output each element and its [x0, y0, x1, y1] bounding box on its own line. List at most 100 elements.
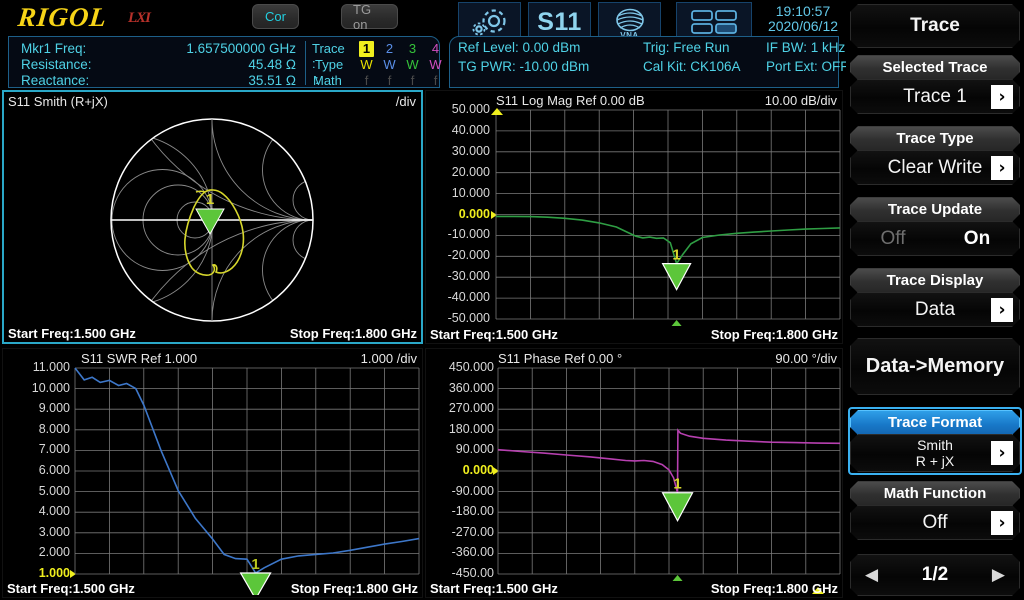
smith-stop-freq: Stop Freq:1.800 GHz	[289, 326, 417, 341]
trace-update-toggle[interactable]: Off On	[850, 221, 1020, 256]
trace-format-button[interactable]: Smith R + jX ›	[850, 434, 1020, 472]
smith-chart-panel[interactable]: S11 Smith (R+jX) /div	[2, 90, 423, 344]
svg-text:1: 1	[206, 191, 214, 208]
swr-ytick-5: 6.000	[38, 463, 70, 477]
logmag-ytick-6: -10.000	[447, 227, 490, 242]
rigol-logo: RIGOL	[16, 2, 109, 32]
setup-gear-icon-button[interactable]	[458, 2, 521, 42]
trace-type-button[interactable]: Clear Write ›	[850, 150, 1020, 185]
setup-gear-icon	[472, 9, 506, 36]
trace-update-off-option[interactable]: Off	[880, 227, 906, 249]
trigger-text: Trig: Free Run	[643, 40, 730, 55]
marker-resistance-label: Resistance:	[21, 57, 92, 72]
swr-ytick-9: 2.000	[38, 545, 70, 560]
logmag-ytick-5: 0.000	[458, 206, 490, 221]
trace-number-1[interactable]: 1	[362, 41, 371, 56]
trace-number-4[interactable]: 4	[431, 41, 440, 56]
phase-chart-panel[interactable]: S11 Phase Ref 0.00 ° 90.00 °/div 450.000…	[425, 348, 843, 598]
phase-ytick-8: -270.00	[451, 524, 494, 539]
swr-marker-triangle[interactable]	[239, 572, 272, 595]
chevron-right-icon[interactable]: ›	[991, 441, 1013, 465]
smith-div-label: /div	[395, 94, 416, 109]
trace-format-value: Smith R + jX	[851, 435, 1019, 471]
swr-ytick-6: 5.000	[38, 483, 70, 498]
phase-ytick-2: 270.000	[448, 401, 494, 416]
marker-freq-value: 1.657500000 GHz	[186, 41, 296, 56]
phase-ytick-4: 90.000	[455, 442, 494, 457]
soft-key-menu: Trace Selected Trace Trace 1 › Trace Typ…	[846, 0, 1024, 600]
clock-time: 19:10:57	[775, 3, 831, 19]
logmag-chart-graphic: 1	[491, 108, 841, 326]
phase-ref-marker	[493, 467, 499, 475]
ifbw-text: IF BW: 1 kHz	[766, 40, 846, 55]
vna-mode-button[interactable]: VNA	[598, 2, 661, 42]
data-to-memory-button[interactable]: Data->Memory	[850, 338, 1020, 395]
marker-resistance-value: 45.48 Ω	[248, 57, 296, 72]
layout-grid-icon	[691, 10, 737, 34]
trace-update-header: Trace Update	[850, 197, 1020, 222]
swr-div-label: 1.000 /div	[360, 351, 417, 366]
chevron-right-icon[interactable]: ›	[991, 298, 1013, 322]
logmag-marker-triangle[interactable]	[661, 263, 692, 291]
menu-title: Trace	[850, 4, 1020, 48]
selected-trace-button[interactable]: Trace 1 ›	[850, 79, 1020, 114]
trace-display-value: Data	[914, 298, 956, 320]
trace-number-3[interactable]: 3	[408, 41, 417, 56]
pager-prev-icon[interactable]: ◀	[865, 565, 879, 584]
info-divider	[305, 41, 306, 85]
logmag-stop-freq: Stop Freq:1.800 GHz	[710, 327, 838, 342]
trace-type-3: W	[406, 57, 419, 72]
swr-ytick-8: 3.000	[38, 524, 70, 539]
selected-trace-header: Selected Trace	[850, 55, 1020, 80]
tg-status-button[interactable]: TG on	[341, 2, 398, 32]
pager-next-icon[interactable]: ▶	[991, 565, 1005, 584]
swr-chart-panel[interactable]: S11 SWR Ref 1.000 1.000 /div 11.000 10.00…	[2, 348, 423, 598]
trace-type-header: Trace Type	[850, 126, 1020, 151]
logmag-chart-panel[interactable]: S11 Log Mag Ref 0.00 dB 10.00 dB/div 50.…	[425, 90, 843, 344]
trace-display-button[interactable]: Data ›	[850, 292, 1020, 327]
phase-ytick-5: 0.000	[462, 463, 494, 477]
trace-math-2: f	[387, 73, 392, 88]
phase-ytick-6: -90.000	[451, 483, 494, 498]
phase-ytick-9: -360.00	[451, 545, 494, 560]
swr-stop-freq: Stop Freq:1.800 GHz	[290, 581, 418, 596]
cor-status-button[interactable]: Cor	[252, 4, 299, 29]
trace-row-label: Trace :	[312, 41, 345, 71]
type-row-label: Type :	[315, 57, 344, 87]
s11-mode-button[interactable]: S11	[528, 2, 591, 42]
swr-ytick-1: 10.000	[31, 380, 70, 395]
swr-ytick-7: 4.000	[38, 504, 70, 519]
trace-update-on-option[interactable]: On	[963, 227, 991, 249]
trace-type-1: W	[360, 57, 373, 72]
chevron-right-icon[interactable]: ›	[991, 156, 1013, 180]
swr-ytick-3: 8.000	[38, 421, 70, 436]
trace-number-2[interactable]: 2	[385, 41, 394, 56]
phase-div-label: 90.00 °/div	[775, 351, 837, 366]
logmag-ytick-9: -40.000	[447, 290, 490, 305]
math-function-header: Math Function	[850, 481, 1020, 506]
logmag-ytick-10: -50.000	[447, 311, 490, 325]
swr-title: S11 SWR Ref 1.000	[81, 351, 198, 366]
smith-title: S11 Smith (R+jX)	[8, 94, 108, 109]
chevron-right-icon[interactable]: ›	[991, 85, 1013, 109]
trace-math-3: f	[410, 73, 415, 88]
marker-info-panel: Mkr1 Freq: 1.657500000 GHz Resistance: 4…	[8, 36, 442, 103]
swr-start-freq: Start Freq:1.500 GHz	[7, 581, 135, 596]
marker-reactance-value: 35.51 Ω	[248, 73, 296, 88]
logmag-ytick-2: 30.000	[451, 143, 490, 158]
cal-kit-text: Cal Kit: CK106A	[643, 59, 741, 74]
math-function-button[interactable]: Off ›	[850, 505, 1020, 540]
phase-marker-triangle[interactable]	[661, 492, 694, 523]
logmag-ref-marker	[491, 210, 497, 219]
phase-ytick-10: -450.00	[451, 566, 494, 580]
chevron-right-icon[interactable]: ›	[991, 511, 1013, 535]
ref-level-text: Ref Level: 0.00 dBm	[458, 40, 581, 55]
trace-type-value: Clear Write	[887, 156, 983, 178]
math-function-value: Off	[922, 511, 948, 533]
logmag-ytick-7: -20.000	[447, 248, 490, 263]
smith-chart-graphic: 1	[110, 118, 314, 322]
phase-axis-marker	[672, 575, 683, 581]
logmag-marker-label: 1	[672, 247, 680, 264]
menu-pager[interactable]: ◀ 1/2 ▶	[850, 554, 1020, 596]
logmag-title: S11 Log Mag Ref 0.00 dB	[496, 93, 645, 108]
